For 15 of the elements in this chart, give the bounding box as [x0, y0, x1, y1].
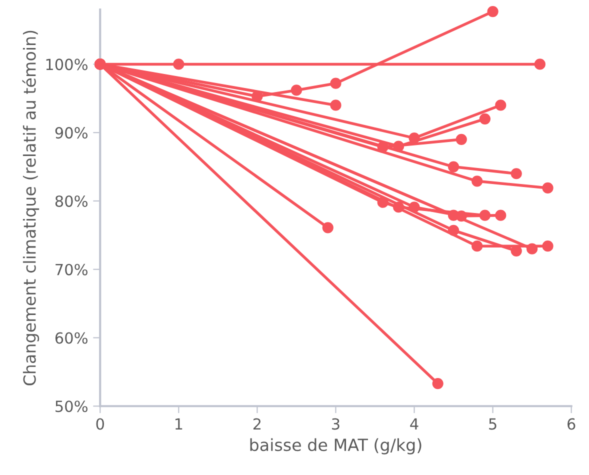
y-tick-label: 80%	[55, 195, 88, 207]
x-tick-label: 0	[96, 418, 104, 430]
y-tick-label: 60%	[55, 332, 88, 344]
x-tick-label: 1	[175, 418, 182, 430]
x-tick-label: 3	[332, 418, 340, 430]
y-tick-label: 70%	[56, 264, 88, 276]
x-axis-title: baisse de MAT (g/kg)	[250, 438, 422, 454]
y-tick-label: 100%	[46, 58, 88, 70]
x-tick-label: 5	[489, 418, 496, 430]
x-tick-label: 6	[568, 418, 576, 430]
x-tick-label: 2	[253, 418, 261, 430]
y-axis-title: Changement climatique (relatif au témoin)	[22, 30, 40, 386]
x-tick-label: 4	[410, 418, 418, 430]
y-tick-label: 50%	[56, 400, 88, 412]
y-tick-label: 90%	[55, 127, 88, 139]
